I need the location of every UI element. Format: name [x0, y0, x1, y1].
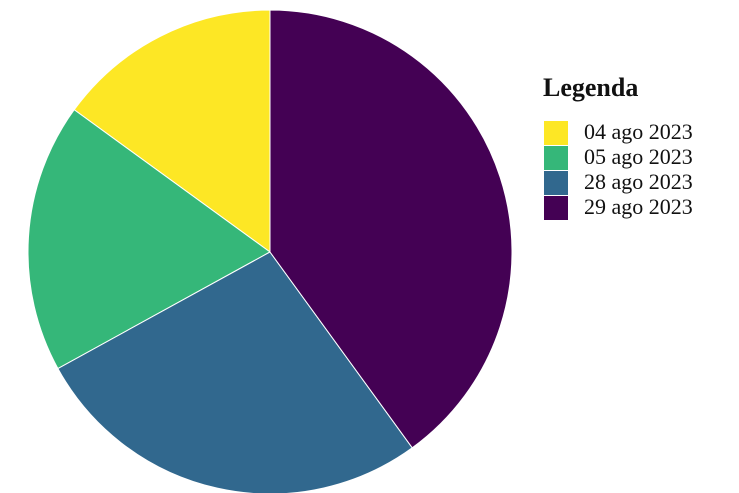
legend-label: 29 ago 2023 [584, 194, 693, 219]
legend-swatch [544, 171, 568, 195]
legend-label: 05 ago 2023 [584, 144, 693, 169]
pie-slice [27, 109, 271, 370]
pie-slice [269, 9, 513, 449]
legend-swatch [544, 196, 568, 220]
pie-slice [73, 9, 271, 253]
legend-swatch [544, 146, 568, 170]
legend-swatch [544, 121, 568, 145]
legend-label: 04 ago 2023 [584, 119, 693, 144]
pie-slice [57, 251, 413, 493]
legend-label: 28 ago 2023 [584, 169, 693, 194]
legend-title: Legenda [543, 73, 638, 102]
